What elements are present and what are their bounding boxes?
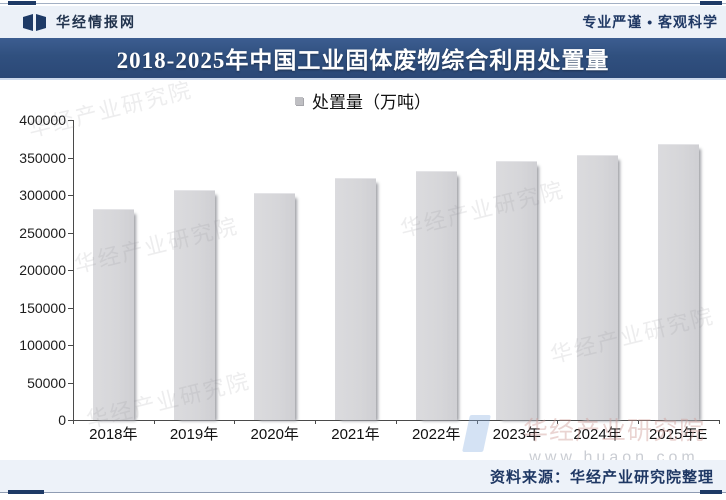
bottom-rule-right-dash <box>700 490 722 494</box>
y-axis-label: 250000 <box>19 224 66 241</box>
x-axis-tick <box>395 420 397 424</box>
x-axis-label: 2021年 <box>331 426 380 443</box>
bar <box>577 155 619 420</box>
x-axis-tick <box>73 420 74 424</box>
y-axis-tick <box>68 157 73 159</box>
x-axis-label: 2024年 <box>573 426 622 443</box>
y-axis-tick <box>68 307 73 309</box>
source-note: 资料来源：华经产业研究院整理 <box>489 468 714 486</box>
y-axis-label: 300000 <box>19 187 66 203</box>
bar-chart: 0 50000 100000 150000 200000 250000 300000 3500… <box>0 80 726 460</box>
bar <box>496 161 538 420</box>
x-axis-tick <box>153 420 155 424</box>
footer-bar: 资料来源：华经产业研究院整理 <box>0 460 726 492</box>
legend: 处置量（万吨） <box>0 88 726 113</box>
y-axis-label: 0 <box>58 412 66 428</box>
bottom-rule <box>0 492 726 493</box>
x-axis-label: 2025年E <box>649 426 708 443</box>
y-axis-tick <box>68 382 73 384</box>
y-axis-label: 100000 <box>19 337 66 353</box>
y-axis-label: 150000 <box>19 299 66 316</box>
y-axis-tick <box>68 120 73 121</box>
x-axis-tick <box>234 420 236 424</box>
bar <box>334 177 376 420</box>
x-axis-tick <box>476 420 478 424</box>
x-axis-label: 2019年 <box>169 426 219 443</box>
brand: 华经情报网 <box>23 12 136 32</box>
top-rule-right-dash <box>700 1 722 5</box>
chart-title: 2018-2025年中国工业固体废物综合利用处置量 <box>116 48 610 73</box>
x-axis-tick <box>718 420 720 424</box>
bar <box>415 171 457 420</box>
y-axis-tick <box>68 232 73 234</box>
x-axis-tick <box>557 420 559 424</box>
y-axis-label: 400000 <box>19 112 66 128</box>
top-rule-left-dash <box>8 1 36 5</box>
y-axis-label: 200000 <box>19 262 66 278</box>
x-axis-label: 2023年 <box>492 426 542 443</box>
header-bar: 华经情报网 专业严谨 • 客观科学 <box>0 6 726 38</box>
y-axis-tick <box>68 195 73 196</box>
x-axis-label: 2018年 <box>89 426 138 443</box>
huajing-logo-icon <box>23 13 46 31</box>
y-axis-line <box>73 120 74 420</box>
bar <box>92 209 134 420</box>
y-axis-tick <box>68 420 73 421</box>
bar <box>173 189 215 420</box>
x-axis-label: 2020年 <box>250 426 299 443</box>
brand-name: 华经情报网 <box>56 14 136 30</box>
legend-label: 处置量（万吨） <box>312 93 431 112</box>
header-slogan: 专业严谨 • 客观科学 <box>582 14 718 30</box>
x-axis-tick <box>315 420 317 424</box>
bar <box>657 144 699 420</box>
legend-marker-icon <box>295 96 303 105</box>
title-bar: 2018-2025年中国工业固体废物综合利用处置量 <box>0 38 726 80</box>
y-axis-tick <box>68 345 73 346</box>
y-axis-label: 350000 <box>19 149 66 166</box>
y-axis-label: 50000 <box>27 374 66 391</box>
x-axis-tick <box>637 420 639 424</box>
top-rule <box>0 3 726 4</box>
y-axis-tick <box>68 270 73 271</box>
bottom-rule-left-dash <box>8 490 44 494</box>
bar <box>254 192 296 420</box>
x-axis-label: 2022年 <box>411 426 461 443</box>
